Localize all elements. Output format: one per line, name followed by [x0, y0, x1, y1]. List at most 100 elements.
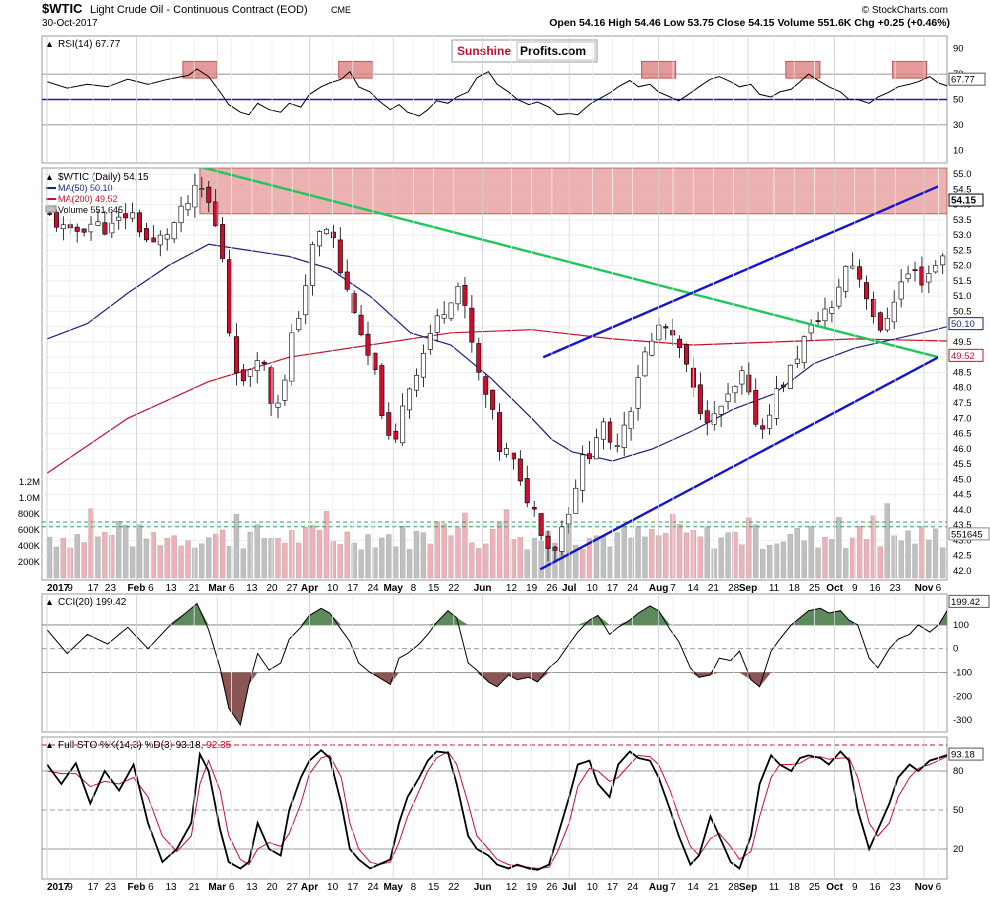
cci-tick-label: -100	[953, 668, 972, 679]
x-tick-label: 15	[428, 882, 440, 893]
volume-value-label: 551645	[951, 529, 983, 540]
volume-bar	[420, 532, 427, 579]
x-tick-label: 20	[266, 882, 278, 893]
cci-tick-label: -200	[953, 691, 972, 702]
x-tick-label: 23	[105, 882, 117, 893]
price-tick-label: 50.5	[953, 306, 972, 317]
x-tick-label: 6	[936, 882, 942, 893]
candle-body	[947, 217, 951, 260]
x-tick-label: 24	[367, 583, 379, 594]
sto-label: Full STO %K(14,3) %D(3) 93.18, 92.35	[58, 740, 232, 751]
x-tick-label: May	[383, 583, 403, 594]
candle-body	[323, 228, 329, 235]
volume-bar	[621, 525, 627, 579]
volume-bar	[649, 529, 655, 579]
candle-body	[379, 365, 385, 416]
candle-body	[247, 369, 253, 377]
x-tick-label: 13	[165, 583, 177, 594]
x-tick-label: 17	[88, 882, 100, 893]
candle-body	[490, 389, 496, 410]
volume-bar	[628, 537, 634, 579]
volume-bar	[226, 546, 233, 579]
x-tick-label: 14	[688, 882, 700, 893]
volume-bar	[233, 513, 240, 579]
candle-body	[109, 222, 115, 234]
candle-body	[220, 224, 226, 259]
resistance-zone	[199, 168, 947, 215]
rsi-label: RSI(14) 67.77	[58, 39, 121, 50]
candle-body	[254, 360, 260, 371]
candle-body	[88, 223, 94, 233]
rsi-overbought-box	[785, 60, 821, 79]
x-tick-label: 6	[229, 583, 235, 594]
volume-bar	[136, 524, 143, 579]
x-tick-label: 21	[708, 583, 720, 594]
volume-bar	[337, 544, 343, 579]
candle-body	[857, 266, 863, 280]
candle-body	[317, 231, 323, 247]
candle-body	[628, 411, 634, 429]
x-tick-label: Feb	[128, 583, 146, 594]
x-tick-label: 17	[347, 583, 359, 594]
candle-body	[74, 226, 80, 232]
candle-body	[794, 358, 800, 364]
x-tick-label: Oct	[826, 882, 843, 893]
volume-bar	[323, 511, 330, 579]
volume-bar	[496, 521, 503, 579]
candle-body	[206, 186, 212, 203]
volume-bar	[531, 537, 537, 579]
candle-body	[427, 333, 433, 350]
x-tick-label: 7	[670, 882, 676, 893]
x-tick-label: Nov	[915, 583, 934, 594]
candle-body	[926, 273, 932, 283]
candle-body	[739, 370, 745, 385]
x-tick-label: 17	[347, 882, 359, 893]
x-tick-label: 10	[327, 583, 339, 594]
volume-bar	[614, 532, 620, 579]
volume-bar	[95, 536, 101, 579]
x-tick-label: 11	[769, 882, 780, 893]
price-tick-label: 48.0	[953, 383, 972, 394]
candle-body	[420, 353, 426, 378]
candle-body	[400, 405, 406, 444]
volume-tick-label: 1.2M	[19, 477, 40, 488]
candle-body	[884, 318, 890, 331]
volume-bar	[884, 503, 890, 579]
volume-bar	[344, 531, 350, 579]
cci-line	[46, 602, 947, 727]
volume-bar	[206, 537, 212, 579]
candle-body	[441, 314, 447, 319]
close-value-label: 54.15	[951, 196, 976, 207]
volume-bar	[185, 540, 191, 579]
volume-bar	[261, 538, 267, 579]
x-tick-label: 22	[448, 882, 460, 893]
ma200-value-box	[948, 348, 984, 362]
volume-bar	[81, 542, 87, 579]
x-tick-label: 25	[809, 583, 821, 594]
volume-bar	[406, 549, 413, 579]
volume-bar	[877, 546, 884, 579]
candle-body	[372, 352, 378, 371]
volume-bar	[836, 517, 842, 579]
volume-bar	[863, 539, 870, 579]
price-tick-label: 52.0	[953, 261, 972, 272]
stockcharts-credit: © StockCharts.com	[862, 5, 948, 16]
x-tick-label: 13	[246, 583, 258, 594]
candle-body	[178, 205, 184, 224]
candle-body	[143, 228, 149, 241]
candle-body	[503, 448, 509, 455]
x-tick-label: 21	[708, 882, 720, 893]
candle-body	[157, 234, 163, 246]
candle-body	[240, 369, 246, 382]
volume-bar	[510, 539, 517, 579]
sto-label-prefix: Full STO %K(14,3) %D(3) 93.18,	[58, 740, 203, 751]
volume-bar	[379, 537, 385, 579]
x-tick-label: 12	[506, 583, 518, 594]
price-tick-label: 46.0	[953, 444, 972, 455]
x-tick-label: 18	[789, 882, 801, 893]
candle-body	[261, 361, 267, 365]
candle-body	[233, 336, 239, 374]
candle-body	[102, 222, 108, 235]
legend-ma50: MA(50) 50.10	[58, 183, 113, 193]
candle-body	[919, 266, 925, 286]
